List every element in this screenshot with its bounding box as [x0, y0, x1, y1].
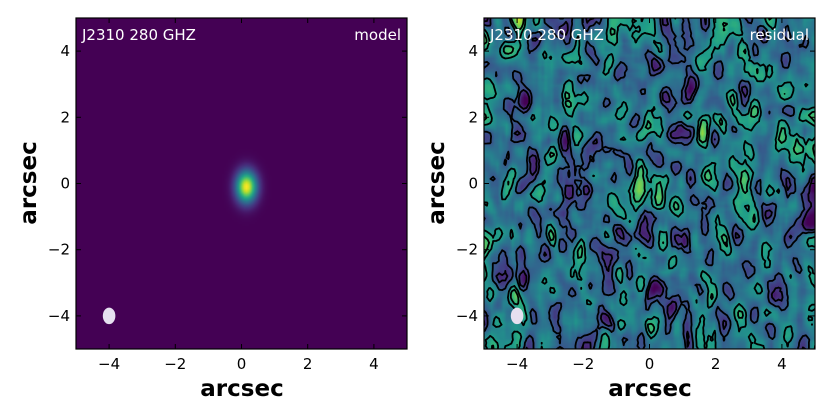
- x-tick-label: 2: [303, 355, 313, 373]
- y-tick-label: −2: [48, 241, 70, 259]
- x-tick-label: 4: [777, 355, 787, 373]
- model-heatmap-image: [76, 18, 407, 349]
- residual-plot-frame: [483, 17, 816, 350]
- residual-panel-title: J2310 280 GHZ: [489, 26, 604, 44]
- y-tick-label: 2: [60, 108, 70, 126]
- negative-contour: [484, 18, 815, 349]
- residual-axis-ticks: −4 −2 0 2 4 −4 −2 0 2 4: [456, 18, 815, 373]
- y-tick-label: −4: [48, 307, 70, 325]
- positive-contour: [484, 18, 815, 349]
- y-tick-label: −4: [456, 307, 478, 325]
- y-tick-label: 2: [468, 108, 478, 126]
- model-panel-label: model: [354, 26, 401, 44]
- residual-panel: J2310 280 GHZ residual −4 −2 0 2 4 −4 −2 0 2 4 ar…: [424, 17, 816, 402]
- y-tick-label: 4: [60, 42, 70, 60]
- x-tick-label: 0: [237, 355, 247, 373]
- model-axis-ticks: −4 −2 0 2 4 −4 −2 0 2 4: [48, 18, 407, 373]
- residual-x-axis-label: arcsec: [608, 376, 691, 402]
- residual-y-axis-label: arcsec: [424, 141, 450, 224]
- model-y-axis-label: arcsec: [16, 141, 42, 224]
- model-panel: J2310 280 GHZ model −4 −2 0 2 4 −4 −2 0 2 4 arcse…: [16, 17, 408, 402]
- x-tick-label: 2: [711, 355, 721, 373]
- residual-beam-ellipse: [510, 307, 524, 325]
- model-plot-frame: [75, 17, 408, 350]
- x-tick-label: 4: [369, 355, 379, 373]
- y-tick-label: −2: [456, 241, 478, 259]
- negative-contour: [484, 18, 815, 349]
- y-tick-label: 0: [468, 175, 478, 193]
- model-panel-title: J2310 280 GHZ: [81, 26, 196, 44]
- x-tick-label: −4: [506, 355, 528, 373]
- model-x-axis-label: arcsec: [200, 376, 283, 402]
- x-tick-label: −4: [98, 355, 120, 373]
- y-tick-label: 0: [60, 175, 70, 193]
- x-tick-label: −2: [164, 355, 186, 373]
- x-tick-label: 0: [645, 355, 655, 373]
- model-beam-ellipse: [102, 307, 116, 325]
- x-tick-label: −2: [572, 355, 594, 373]
- residual-contours: [484, 18, 815, 349]
- y-tick-label: 4: [468, 42, 478, 60]
- residual-panel-label: residual: [750, 26, 809, 44]
